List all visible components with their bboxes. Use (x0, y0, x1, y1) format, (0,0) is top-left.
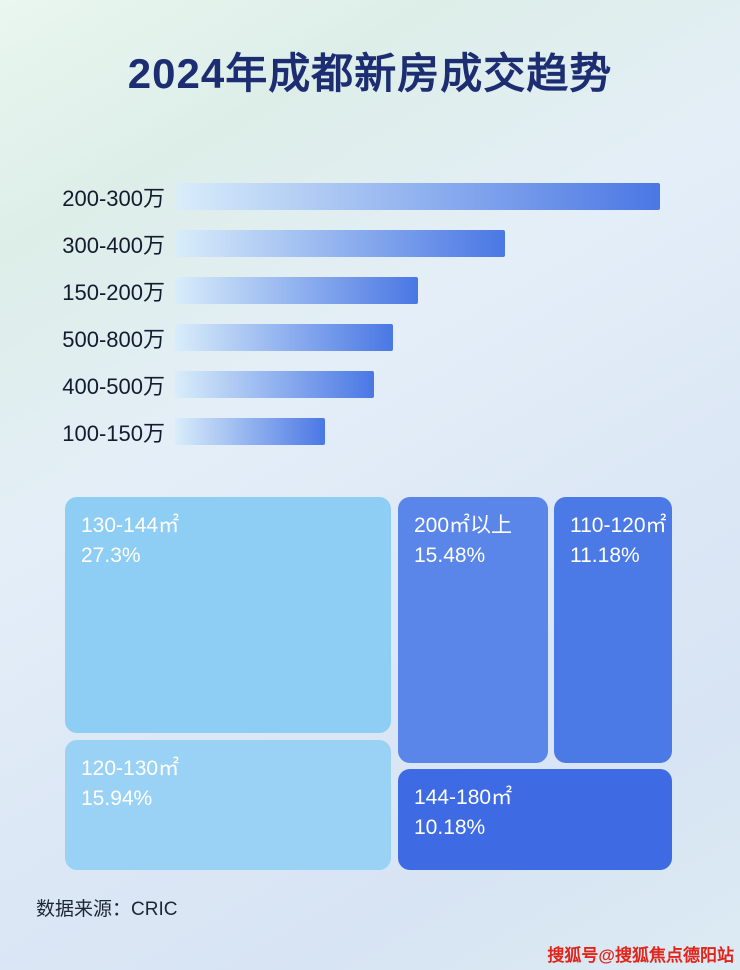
tile-label: 120-130㎡ (81, 757, 180, 780)
bar-track (175, 277, 660, 304)
tile-value: 27.3% (81, 544, 141, 567)
bar-category-label: 150-200万 (62, 279, 165, 305)
watermark-text: 搜狐号@搜狐焦点德阳站 (547, 946, 734, 965)
bar-row: 100-150万 (35, 418, 660, 446)
bar-category-label: 400-500万 (62, 373, 165, 399)
bar-row: 400-500万 (35, 371, 660, 399)
treemap-tile: 144-180㎡ 10.18% (398, 769, 672, 870)
page-title: 2024年成都新房成交趋势 (127, 50, 613, 97)
treemap-tile: 200㎡以上 15.48% (398, 497, 548, 763)
area-segment-treemap: 130-144㎡ 27.3% 120-130㎡ 15.94% 200㎡以上 15… (65, 497, 672, 870)
bar (175, 183, 660, 210)
tile-value: 15.94% (81, 787, 153, 810)
bar (175, 371, 374, 398)
bar-row: 300-400万 (35, 230, 660, 258)
tile-label: 144-180㎡ (414, 786, 513, 809)
bar-category-label: 500-800万 (62, 326, 165, 352)
treemap-tile: 130-144㎡ 27.3% (65, 497, 391, 733)
tile-value: 11.18% (570, 544, 640, 567)
bar-track (175, 230, 660, 257)
tile-label: 200㎡以上 (414, 514, 513, 537)
tile-value: 15.48% (414, 544, 486, 567)
bar-track (175, 324, 660, 351)
bar-row: 500-800万 (35, 324, 660, 352)
bar-category-label: 200-300万 (62, 185, 165, 211)
bar (175, 277, 418, 304)
tile-label: 110-120㎡ (570, 514, 667, 537)
data-source-note: 数据来源：CRIC (36, 899, 178, 920)
treemap-tile: 110-120㎡ 11.18% (554, 497, 672, 763)
bar-track (175, 418, 660, 445)
bar (175, 230, 505, 257)
price-band-bar-chart: 200-300万 300-400万 150-200万 500-800万 400-… (35, 183, 660, 465)
bar-category-label: 300-400万 (62, 232, 165, 258)
treemap-tile: 120-130㎡ 15.94% (65, 740, 391, 870)
bar-category-label: 100-150万 (62, 420, 165, 446)
tile-label: 130-144㎡ (81, 514, 180, 537)
bar (175, 418, 326, 445)
bar (175, 324, 394, 351)
tile-value: 10.18% (414, 816, 486, 839)
bar-row: 150-200万 (35, 277, 660, 305)
bar-track (175, 371, 660, 398)
bar-row: 200-300万 (35, 183, 660, 211)
bar-track (175, 183, 660, 210)
